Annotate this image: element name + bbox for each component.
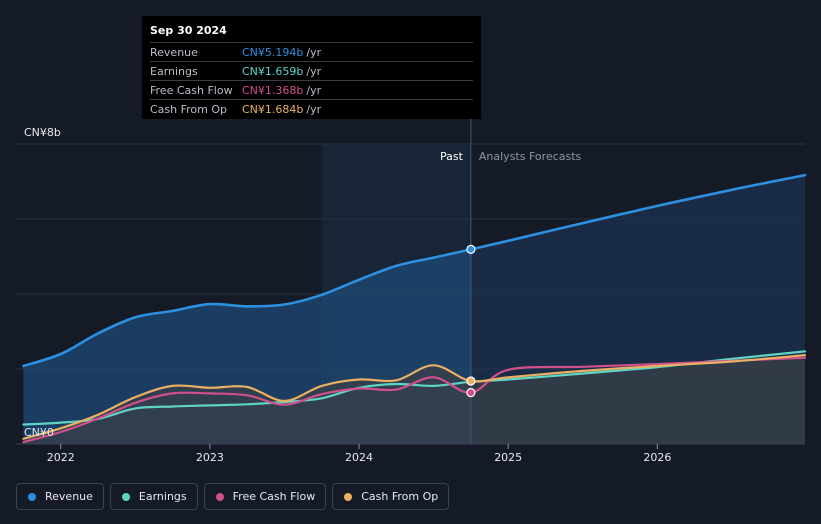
series-lines <box>22 173 807 444</box>
forecast-label: Analysts Forecasts <box>479 150 582 163</box>
current-markers <box>466 244 476 398</box>
cash-from-op-line <box>22 354 807 440</box>
x-tick-label: 2026 <box>643 451 671 464</box>
tooltip-row-label: Cash From Op <box>150 103 228 116</box>
tooltip-row-value: CN¥1.684b <box>242 103 304 116</box>
free-cash-flow-marker <box>466 388 476 398</box>
cash-from-op-marker <box>466 376 476 386</box>
data-tooltip: Sep 30 2024 Revenue CN¥5.194b /yr Earnin… <box>142 16 481 119</box>
tooltip-row-value: CN¥5.194b <box>242 46 304 59</box>
tooltip-row-value: CN¥1.659b <box>242 65 304 78</box>
tooltip-row-revenue: Revenue CN¥5.194b /yr <box>150 42 473 61</box>
x-axis-ticks: 2022 2023 2024 2025 2026 <box>47 444 671 464</box>
legend-item-revenue[interactable]: Revenue <box>16 483 104 510</box>
legend-label: Revenue <box>45 490 93 503</box>
legend-item-cash-from-op[interactable]: Cash From Op <box>332 483 450 510</box>
tooltip-row-value: CN¥1.368b <box>242 84 304 97</box>
tooltip-row-label: Earnings <box>150 65 198 78</box>
legend-item-free-cash-flow[interactable]: Free Cash Flow <box>203 483 327 510</box>
tooltip-row-label: Free Cash Flow <box>150 84 233 97</box>
legend-dot-icon <box>28 492 36 501</box>
past-label: Past <box>440 150 464 163</box>
legend-label: Cash From Op <box>361 490 439 503</box>
legend-dot-icon <box>121 492 130 501</box>
legend-dot-icon <box>344 492 353 501</box>
tooltip-row-cash-from-op: Cash From Op CN¥1.684b /yr <box>150 99 473 118</box>
tooltip-row-unit: /yr <box>306 103 322 116</box>
tooltip-date: Sep 30 2024 <box>150 24 227 37</box>
x-tick-label: 2025 <box>494 451 522 464</box>
y-tick-label-min: CN¥0 <box>24 426 54 439</box>
x-tick-label: 2022 <box>47 451 75 464</box>
legend-label: Earnings <box>138 490 187 503</box>
lower-series-area <box>23 355 805 444</box>
x-tick-label: 2023 <box>196 451 224 464</box>
revenue-line <box>22 173 807 368</box>
tooltip-row-label: Revenue <box>150 46 198 59</box>
y-tick-label-max: CN¥8b <box>24 126 61 139</box>
chart-legend: Revenue Earnings Free Cash Flow Cash Fro… <box>16 483 450 510</box>
tooltip-row-unit: /yr <box>306 46 322 59</box>
tooltip-row-free-cash-flow: Free Cash Flow CN¥1.368b /yr <box>150 80 473 99</box>
free-cash-flow-line <box>22 356 807 444</box>
revenue-marker <box>466 244 476 254</box>
tooltip-row-unit: /yr <box>306 84 322 97</box>
x-tick-label: 2024 <box>345 451 373 464</box>
legend-label: Free Cash Flow <box>232 490 316 503</box>
y-axis-ticks: CN¥0 CN¥8b <box>24 126 61 439</box>
legend-item-earnings[interactable]: Earnings <box>109 483 198 510</box>
tooltip-row-unit: /yr <box>306 65 322 78</box>
tooltip-row-earnings: Earnings CN¥1.659b /yr <box>150 61 473 80</box>
legend-dot-icon <box>215 492 224 501</box>
